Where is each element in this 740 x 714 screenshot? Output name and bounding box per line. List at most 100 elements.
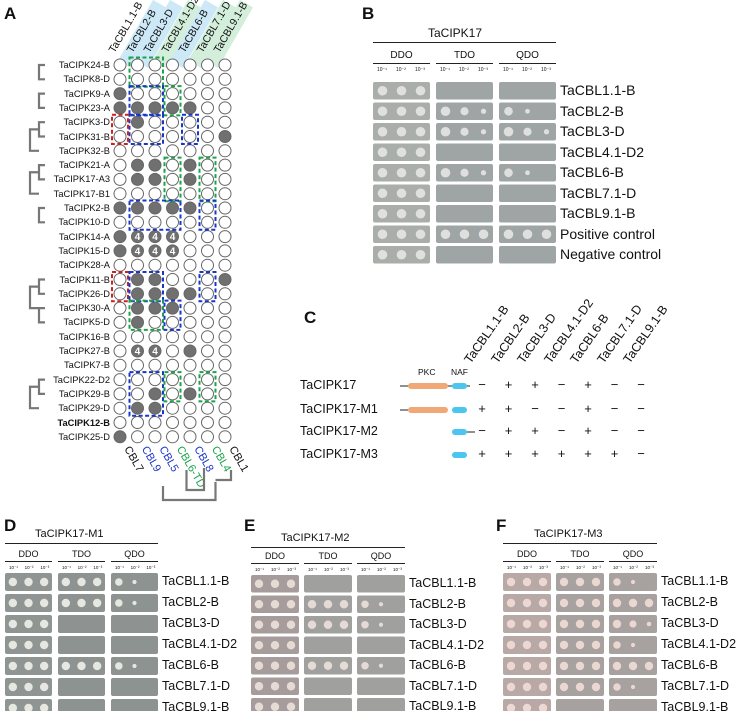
dot-count-label: 4 bbox=[170, 232, 176, 243]
interaction-dot-positive bbox=[131, 115, 144, 129]
dilution-label: 10⁻³ bbox=[592, 565, 601, 570]
interaction-dot-negative bbox=[183, 358, 197, 372]
plate-strip bbox=[111, 678, 158, 696]
cipk-row-label: TaCIPK17-B1 bbox=[53, 188, 110, 199]
cipk-row-label: TaCIPK3-D bbox=[63, 117, 111, 128]
yeast-colony bbox=[459, 229, 470, 240]
interaction-sign: − bbox=[557, 423, 566, 438]
interaction-dot-negative bbox=[113, 72, 127, 86]
yeast-colony bbox=[628, 598, 638, 608]
yeast-colony bbox=[39, 598, 49, 608]
condition-label: QDO bbox=[622, 549, 644, 559]
interaction-dot-positive bbox=[131, 158, 144, 172]
naf-domain bbox=[452, 452, 467, 458]
yeast-colony bbox=[591, 598, 601, 608]
cipk-row-label: TaCIPK10-D bbox=[58, 217, 110, 228]
prey-label: TaCBL1.1-B bbox=[409, 576, 477, 590]
interaction-dot-negative bbox=[218, 244, 232, 258]
dilution-label: 10⁻¹ bbox=[560, 565, 569, 570]
cipk-row-label: TaCIPK30-A bbox=[58, 303, 110, 314]
interaction-dot-negative bbox=[113, 358, 127, 372]
interaction-dot-positive bbox=[148, 201, 162, 215]
interaction-dot-positive bbox=[166, 201, 179, 215]
cipk-row-label: TaCIPK29-B bbox=[58, 388, 110, 399]
interaction-dot-negative bbox=[131, 258, 144, 272]
construct-svg bbox=[400, 383, 475, 458]
condition-label: TDO bbox=[72, 549, 91, 559]
interaction-dot-negative bbox=[218, 315, 232, 329]
interaction-dot-positive bbox=[183, 201, 197, 215]
interaction-dot-negative bbox=[218, 144, 232, 158]
yeast-colony bbox=[522, 682, 532, 692]
interaction-dot-negative bbox=[201, 401, 214, 415]
yeast-colony bbox=[24, 703, 33, 711]
yeast-colony bbox=[396, 126, 407, 137]
yeast-colony bbox=[270, 600, 280, 609]
yeast-colony bbox=[378, 663, 384, 668]
naf-domain bbox=[452, 429, 467, 435]
prey-label: TaCBL3-D bbox=[409, 617, 467, 631]
prey-label: TaCBL7.1-D bbox=[661, 679, 730, 694]
interaction-sign: + bbox=[504, 446, 513, 461]
interaction-dot-negative bbox=[131, 87, 144, 101]
dilution-label: 10⁻² bbox=[459, 67, 469, 73]
interaction-dot-negative bbox=[201, 416, 214, 429]
yeast-colony bbox=[323, 600, 333, 609]
tree-branch bbox=[28, 171, 39, 195]
plate-strip bbox=[304, 677, 352, 695]
yeast-colony bbox=[559, 661, 569, 671]
plate-strip bbox=[304, 575, 352, 593]
yeast-colony bbox=[478, 229, 489, 240]
cipk-row-label: TaCIPK8-D bbox=[63, 74, 111, 85]
yeast-plate-svg bbox=[251, 575, 405, 711]
interaction-dot-positive bbox=[113, 201, 127, 215]
dilution-label: 10⁻¹ bbox=[507, 565, 516, 570]
interaction-dot-positive bbox=[166, 101, 179, 115]
yeast-colony bbox=[361, 661, 369, 670]
interaction-dot-negative bbox=[131, 130, 144, 143]
interaction-dot-negative bbox=[166, 273, 179, 286]
yeast-colony bbox=[39, 682, 49, 692]
yeast-colony bbox=[460, 127, 469, 136]
yeast-colony bbox=[440, 229, 451, 240]
interaction-dot-negative bbox=[201, 387, 214, 401]
panel-a-interaction-matrix: TaCBL1.1-B TaCBL2-B TaCBL3-D TaCBL4.1-D2 TaC… bbox=[0, 0, 300, 515]
yeast-colony bbox=[415, 147, 426, 158]
yeast-colony bbox=[525, 108, 530, 114]
interaction-dot-negative bbox=[218, 373, 232, 387]
interaction-dot-positive bbox=[113, 244, 127, 258]
yeast-colony bbox=[24, 682, 33, 692]
interaction-box bbox=[128, 371, 164, 417]
condition-label: DDO bbox=[265, 551, 285, 561]
interaction-dot-negative bbox=[201, 315, 214, 329]
dot-count-label: 4 bbox=[135, 347, 141, 358]
interaction-dot-negative bbox=[183, 215, 197, 229]
plate-strip bbox=[58, 678, 105, 696]
interaction-dot-negative bbox=[166, 344, 179, 358]
interaction-dot-negative bbox=[218, 158, 232, 172]
yeast-colony bbox=[480, 108, 487, 114]
yeast-colony bbox=[541, 229, 552, 240]
interaction-dot-negative bbox=[218, 172, 232, 186]
interaction-box bbox=[163, 371, 182, 403]
interaction-dot-positive bbox=[131, 244, 144, 258]
plate-strip bbox=[58, 636, 105, 654]
dilution-label: 10⁻² bbox=[24, 565, 34, 570]
yeast-colony bbox=[254, 579, 264, 588]
yeast-colony bbox=[24, 598, 33, 608]
prey-label: TaCBL4.1-D2 bbox=[560, 143, 645, 160]
yeast-colony bbox=[286, 702, 296, 711]
yeast-colony bbox=[378, 602, 384, 607]
plate-strip bbox=[499, 143, 556, 161]
interaction-dot-positive bbox=[148, 344, 162, 358]
plate-strip bbox=[357, 575, 405, 593]
yeast-colony bbox=[286, 641, 296, 650]
interaction-dot-negative bbox=[166, 387, 179, 401]
cipk-row-label: TaCIPK28-A bbox=[58, 260, 110, 271]
construct-name: TaCIPK17 bbox=[300, 378, 357, 392]
yeast-colony bbox=[523, 127, 532, 136]
plate-strip bbox=[436, 246, 493, 264]
yeast-colony bbox=[506, 640, 516, 650]
yeast-colony bbox=[396, 147, 407, 158]
interaction-dot-negative bbox=[131, 72, 144, 86]
